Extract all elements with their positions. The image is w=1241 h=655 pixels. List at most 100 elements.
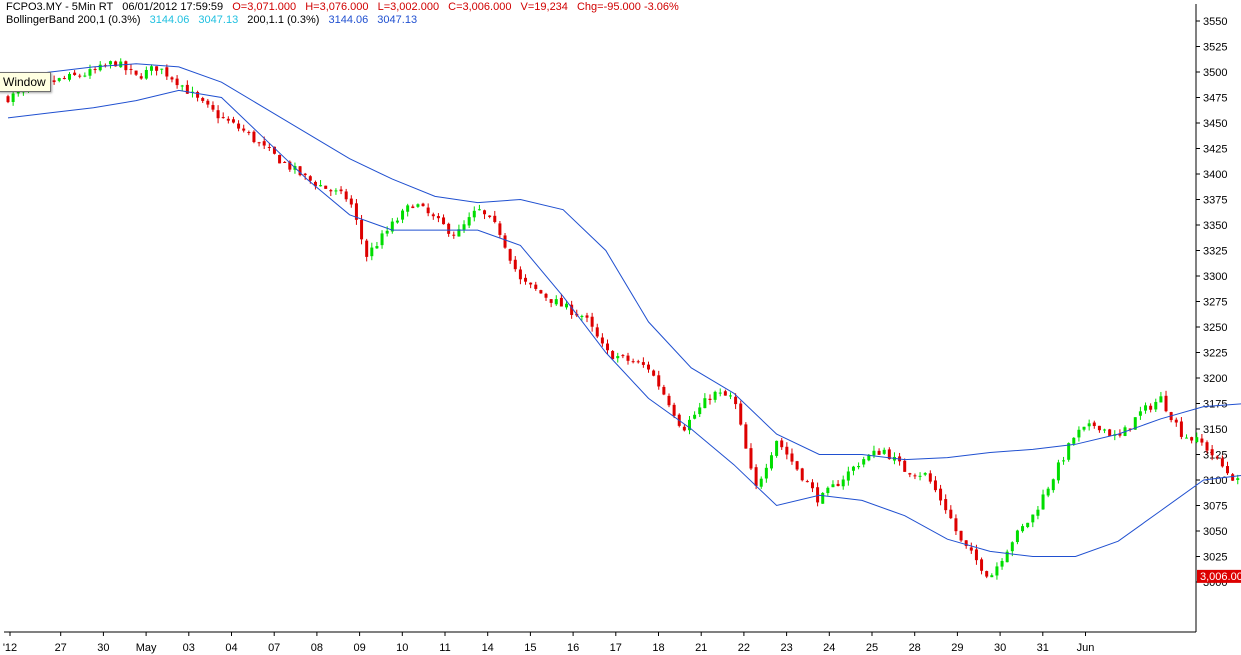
- candle-body: [139, 76, 143, 79]
- y-tick-label: 3325: [1203, 246, 1227, 258]
- candle-body: [667, 395, 671, 406]
- x-tick-label: 30: [97, 642, 109, 654]
- y-tick-label: 3450: [1203, 118, 1227, 130]
- candle-body: [1138, 411, 1142, 416]
- x-tick-label: 25: [866, 642, 878, 654]
- y-tick-label: 3225: [1203, 348, 1227, 360]
- candle-body: [933, 480, 937, 491]
- candle-body: [216, 110, 220, 119]
- x-tick-label: 17: [610, 642, 622, 654]
- candle-body: [816, 487, 820, 503]
- quote-header: FCPO3.MY - 5Min RT 06/01/2012 17:59:59 O…: [6, 1, 685, 14]
- candle-body: [16, 91, 20, 94]
- candle-body: [708, 398, 712, 401]
- candle-body: [447, 223, 451, 234]
- candle-body: [272, 146, 276, 154]
- candle-body: [657, 375, 661, 387]
- candle-body: [559, 297, 563, 307]
- candle-body: [477, 209, 481, 211]
- x-tick-label: 22: [738, 642, 750, 654]
- candle-body: [1021, 526, 1025, 532]
- candle-body: [887, 449, 891, 460]
- last-price-label: 3,006.00: [1200, 571, 1241, 583]
- candle-body: [262, 141, 266, 146]
- candle-body: [718, 392, 722, 394]
- candle-body: [483, 210, 487, 215]
- candle-body: [375, 246, 379, 249]
- x-tick-label: '12: [3, 642, 17, 654]
- candle-body: [226, 118, 230, 121]
- y-tick-label: 3350: [1203, 220, 1227, 232]
- candle-body: [590, 316, 594, 327]
- candle-body: [1164, 395, 1168, 412]
- x-tick-label: Jun: [1077, 642, 1095, 654]
- candle-body: [472, 210, 476, 218]
- candle-body: [119, 61, 123, 68]
- candle-body: [985, 571, 989, 577]
- candle-body: [1072, 437, 1076, 444]
- y-tick-label: 3425: [1203, 144, 1227, 156]
- x-tick-label: 09: [353, 642, 365, 654]
- candle-body: [1000, 561, 1004, 567]
- candle-body: [1149, 405, 1153, 410]
- candle-body: [980, 559, 984, 571]
- y-tick-label: 3175: [1203, 399, 1227, 411]
- candle-body: [1036, 509, 1040, 516]
- y-tick-label: 3525: [1203, 42, 1227, 54]
- symbol-label: FCPO3.MY - 5Min RT: [6, 1, 114, 13]
- volume-value: V=19,234: [520, 1, 568, 13]
- candle-body: [652, 370, 656, 376]
- candle-body: [211, 105, 215, 110]
- candle-body: [1118, 433, 1122, 436]
- candle-body: [78, 75, 82, 77]
- x-tick-label: 10: [396, 642, 408, 654]
- candle-body: [744, 424, 748, 449]
- y-tick-label: 3100: [1203, 475, 1227, 487]
- candle-body: [821, 492, 825, 504]
- candle-body: [278, 154, 282, 164]
- candle-body: [431, 214, 435, 217]
- x-tick-label: 08: [311, 642, 323, 654]
- candle-body: [580, 315, 584, 317]
- candle-body: [503, 235, 507, 248]
- candle-body: [247, 132, 251, 134]
- candle-body: [749, 448, 753, 469]
- candle-body: [882, 449, 886, 454]
- candle-body: [703, 398, 707, 409]
- candle-body: [1067, 443, 1071, 460]
- y-tick-label: 3400: [1203, 169, 1227, 181]
- indicator-1-upper: 3144.06: [149, 14, 190, 26]
- candle-body: [831, 484, 835, 488]
- candle-body: [862, 459, 866, 465]
- candle-body: [498, 223, 502, 235]
- candle-body: [1082, 426, 1086, 430]
- candle-body: [1190, 437, 1194, 441]
- candle-body: [221, 117, 225, 119]
- candle-body: [1077, 429, 1081, 438]
- candle-body: [636, 361, 640, 363]
- candle-body: [360, 219, 364, 240]
- candle-body: [108, 61, 112, 65]
- candle-body: [508, 249, 512, 261]
- candle-body: [467, 217, 471, 226]
- x-tick-label: 11: [439, 642, 450, 654]
- x-tick-label: 03: [183, 642, 195, 654]
- candle-body: [313, 181, 317, 187]
- candle-body: [872, 450, 876, 456]
- candle-body: [775, 440, 779, 456]
- candle-body: [713, 391, 717, 400]
- candle-body: [1159, 396, 1163, 403]
- candle-body: [180, 85, 184, 87]
- candle-body: [846, 471, 850, 481]
- candle-body: [570, 304, 574, 315]
- candle-body: [452, 234, 456, 236]
- candle-body: [1154, 401, 1158, 410]
- candle-body: [1144, 405, 1148, 411]
- candle-body: [687, 419, 691, 431]
- candle-body: [1185, 437, 1189, 439]
- y-tick-label: 3150: [1203, 424, 1227, 436]
- candle-body: [764, 467, 768, 479]
- candle-body: [124, 61, 128, 71]
- candle-body: [385, 230, 389, 234]
